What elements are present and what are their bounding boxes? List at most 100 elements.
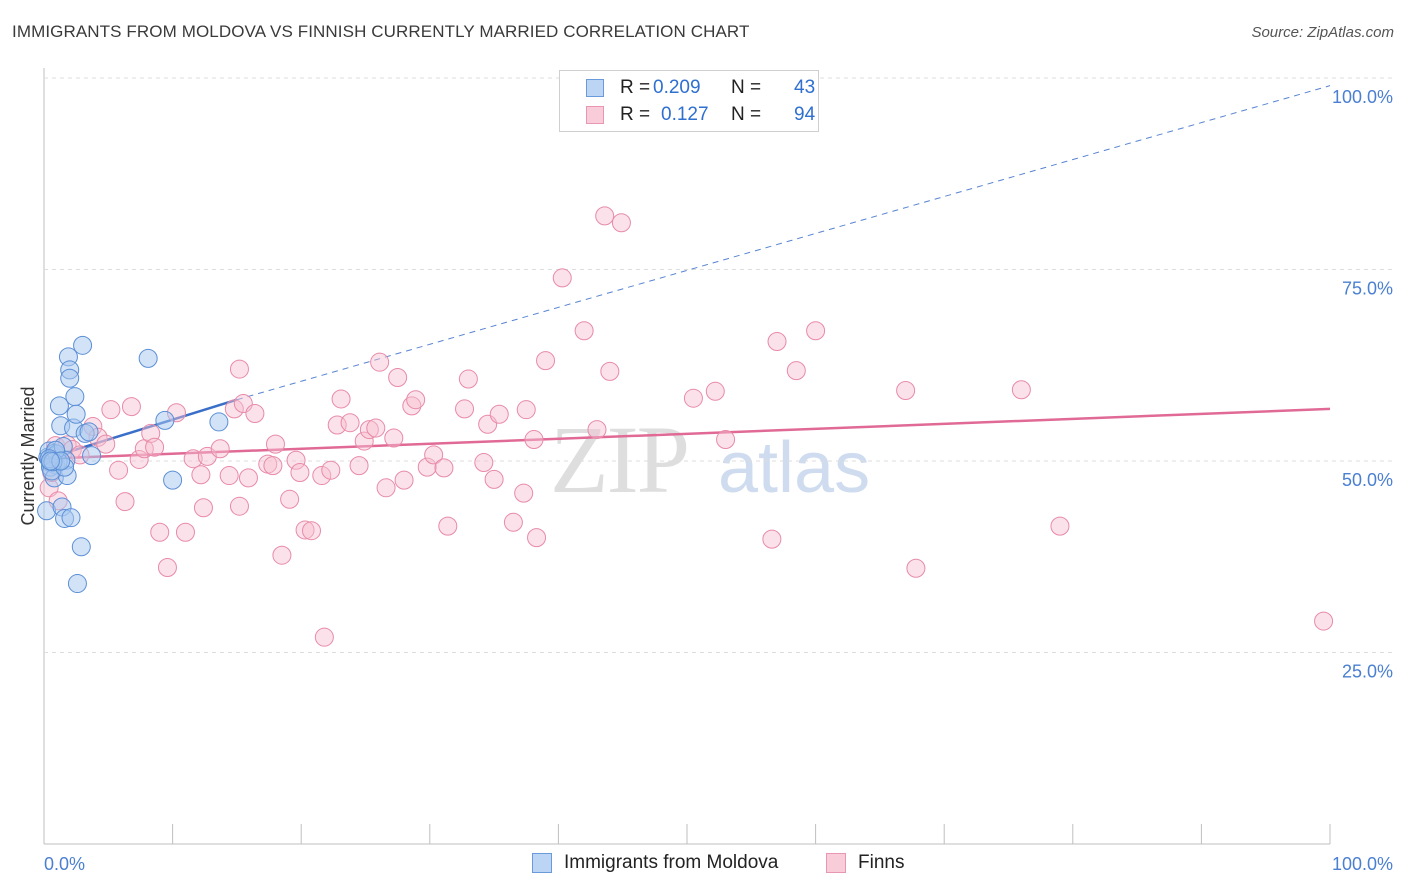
data-point-finns bbox=[474, 453, 494, 473]
data-point-finns bbox=[455, 399, 475, 419]
data-point-moldova bbox=[71, 537, 91, 557]
trend-line-finns bbox=[43, 407, 1331, 460]
data-point-finns bbox=[1314, 611, 1334, 631]
data-point-finns bbox=[611, 213, 631, 233]
data-point-finns bbox=[349, 456, 369, 476]
data-point-moldova bbox=[49, 396, 69, 416]
data-point-finns bbox=[272, 545, 292, 565]
data-point-finns bbox=[683, 388, 703, 408]
data-point-finns bbox=[906, 558, 926, 578]
data-point-finns bbox=[229, 359, 249, 379]
data-point-moldova bbox=[67, 574, 87, 594]
data-point-moldova bbox=[82, 446, 102, 466]
data-point-moldova bbox=[209, 412, 229, 432]
data-point-finns bbox=[340, 413, 360, 433]
data-point-finns bbox=[489, 404, 509, 424]
legend-n-value: 94 bbox=[794, 104, 816, 125]
bottom-legend-label: Finns bbox=[858, 852, 905, 873]
data-point-finns bbox=[587, 420, 607, 440]
legend-r-value: 0.127 bbox=[661, 104, 709, 125]
data-point-finns bbox=[96, 434, 116, 454]
data-point-finns bbox=[354, 431, 374, 451]
data-point-finns bbox=[359, 420, 379, 440]
data-point-finns bbox=[312, 466, 332, 486]
legend-swatch-pink bbox=[586, 106, 604, 124]
legend-r-label: R = bbox=[620, 77, 651, 98]
data-point-moldova bbox=[73, 335, 93, 355]
data-point-finns bbox=[157, 557, 177, 577]
data-point-finns bbox=[516, 400, 536, 420]
data-point-finns bbox=[286, 450, 306, 470]
bottom-legend-swatch-pink bbox=[826, 853, 846, 873]
data-point-moldova bbox=[163, 470, 183, 490]
data-point-finns bbox=[295, 520, 315, 540]
data-point-finns bbox=[806, 321, 826, 341]
legend-n-label: N = bbox=[731, 104, 762, 125]
data-point-finns bbox=[121, 397, 141, 417]
x-tick-label-min: 0.0% bbox=[44, 854, 85, 874]
data-point-finns bbox=[263, 456, 283, 476]
data-point-finns bbox=[767, 332, 787, 352]
trend-line-moldova bbox=[43, 398, 238, 461]
trend-line-moldova-extension bbox=[236, 85, 1331, 401]
data-point-finns bbox=[388, 368, 408, 388]
data-point-finns bbox=[175, 522, 195, 542]
data-point-moldova bbox=[61, 508, 81, 528]
y-tick-label: 50.0% bbox=[1342, 470, 1393, 490]
data-point-moldova bbox=[65, 387, 85, 407]
data-point-finns bbox=[424, 445, 444, 465]
data-point-finns bbox=[370, 352, 390, 372]
data-point-finns bbox=[245, 404, 265, 424]
data-point-finns bbox=[301, 521, 321, 541]
y-tick-label: 25.0% bbox=[1342, 662, 1393, 682]
data-point-finns bbox=[314, 627, 334, 647]
data-point-finns bbox=[101, 400, 121, 420]
data-point-finns bbox=[280, 489, 300, 509]
data-point-finns bbox=[786, 361, 806, 381]
y-axis-label: Currently Married bbox=[18, 386, 38, 525]
data-point-moldova bbox=[66, 404, 86, 424]
data-point-finns bbox=[115, 492, 135, 512]
legend-r-value: 0.209 bbox=[653, 77, 701, 98]
data-point-finns bbox=[150, 522, 170, 542]
data-point-finns bbox=[238, 468, 258, 488]
data-point-moldova bbox=[60, 368, 80, 388]
data-point-moldova bbox=[79, 422, 99, 442]
data-point-finns bbox=[524, 430, 544, 450]
data-point-finns bbox=[331, 389, 351, 409]
y-tick-label: 100.0% bbox=[1332, 87, 1393, 107]
watermark-atlas: atlas bbox=[718, 428, 870, 508]
data-point-finns bbox=[321, 460, 341, 480]
data-point-moldova bbox=[138, 348, 158, 368]
data-point-finns bbox=[552, 268, 572, 288]
data-point-finns bbox=[896, 381, 916, 401]
data-point-moldova bbox=[40, 451, 60, 471]
data-point-finns bbox=[224, 399, 244, 419]
data-point-finns bbox=[229, 496, 249, 516]
data-point-finns bbox=[1011, 380, 1031, 400]
legend-swatch-blue bbox=[586, 79, 604, 97]
data-point-finns bbox=[514, 483, 534, 503]
data-point-finns bbox=[376, 478, 396, 498]
data-point-finns bbox=[536, 351, 556, 371]
data-point-finns bbox=[527, 528, 547, 548]
chart-source: Source: ZipAtlas.com bbox=[1251, 24, 1394, 41]
watermark-zip: ZIP bbox=[550, 406, 688, 513]
legend-n-label: N = bbox=[731, 77, 762, 98]
data-point-finns bbox=[290, 462, 310, 482]
data-point-finns bbox=[438, 516, 458, 536]
data-point-finns bbox=[183, 449, 203, 469]
x-tick-label-max: 100.0% bbox=[1332, 854, 1393, 874]
data-point-finns bbox=[129, 449, 149, 469]
data-point-finns bbox=[1050, 516, 1070, 536]
data-point-finns bbox=[191, 465, 211, 485]
data-point-finns bbox=[109, 460, 129, 480]
data-point-finns bbox=[406, 390, 426, 410]
data-point-finns bbox=[219, 466, 239, 486]
data-point-finns bbox=[595, 206, 615, 226]
data-point-finns bbox=[384, 428, 404, 448]
legend-r-label: R = bbox=[620, 104, 651, 125]
data-point-finns bbox=[484, 469, 504, 489]
data-point-finns bbox=[705, 381, 725, 401]
